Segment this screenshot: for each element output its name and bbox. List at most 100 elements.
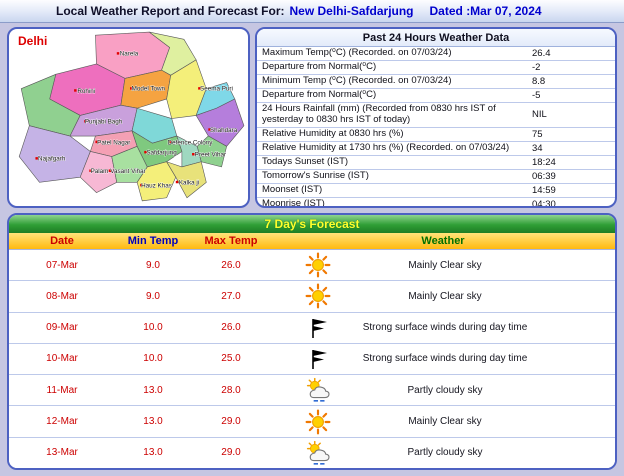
report-date: Dated :Mar 07, 2024	[429, 4, 542, 18]
weather-data-value: 14:59	[532, 184, 556, 196]
forecast-max-temp: 25.0	[221, 353, 241, 365]
weather-data-value: 8.8	[532, 76, 546, 87]
place-marker-icon	[175, 180, 179, 184]
forecast-min-temp: 10.0	[143, 322, 163, 334]
forecast-row: 11-Mar 13.0 28.0	[9, 375, 615, 407]
weather-data-row: 24 Hours Rainfall (mm) (Recorded from 08…	[257, 103, 615, 128]
forecast-weather-cell: Mainly Clear sky	[271, 283, 615, 309]
weather-data-value: -5	[532, 90, 541, 101]
forecast-weather-text: Strong surface winds during day time	[362, 322, 528, 334]
forecast-date: 12-Mar	[46, 416, 78, 428]
weather-data-label: Minimum Temp (⁰C) (Recorded. on 07/03/24…	[262, 75, 452, 87]
district-label: Patel Nagar	[97, 139, 130, 146]
district-label: Hauz Khas	[141, 182, 172, 189]
weather-icon-slot	[301, 347, 335, 371]
forecast-row: 07-Mar 9.0 26.0	[9, 250, 615, 282]
forecast-date: 08-Mar	[46, 290, 78, 302]
weather-data-label: Departure from Normal(⁰C)	[262, 61, 377, 73]
weather-data-row: Moonset (IST) 14:59	[257, 184, 615, 198]
district-region	[165, 161, 207, 199]
weather-data-row: Maximum Temp(⁰C) (Recorded. on 07/03/24)…	[257, 47, 615, 61]
weather-data-value: 06:39	[532, 170, 556, 182]
past24-rows: Maximum Temp(⁰C) (Recorded. on 07/03/24)…	[257, 47, 615, 208]
forecast-row: 10-Mar 10.0 25.0	[9, 343, 615, 376]
district-label: Shahdara	[210, 127, 238, 134]
forecast-weather-cell: Partly cloudy sky	[271, 377, 615, 403]
place-marker-icon	[198, 87, 201, 90]
district-label: Kalka ji	[179, 179, 199, 186]
weather-data-label: Moonset (IST)	[262, 183, 323, 195]
place-marker-icon	[169, 140, 173, 144]
map-region-title: Delhi	[18, 34, 48, 48]
weather-data-value: 04:30	[532, 198, 556, 208]
weather-icon-slot	[301, 440, 335, 466]
forecast-date: 13-Mar	[46, 447, 78, 459]
weather-data-label: Relative Humidity at 0830 hrs (%)	[262, 127, 404, 139]
forecast-min-temp: 10.0	[143, 353, 163, 365]
forecast-max-temp: 29.0	[221, 447, 241, 459]
weather-data-label: Relative Humidity at 1730 hrs (%) (Recor…	[262, 141, 510, 153]
weather-icon-slot	[301, 283, 335, 309]
place-marker-icon	[89, 169, 92, 172]
place-marker-icon	[84, 120, 87, 123]
place-marker-icon	[130, 87, 133, 90]
district-label: Rohini	[77, 88, 95, 95]
place-marker-icon	[95, 140, 98, 144]
forecast-min-temp: 13.0	[143, 416, 163, 428]
past24-panel: Past 24 Hours Weather Data Maximum Temp(…	[255, 27, 617, 208]
weather-icon-slot	[301, 252, 335, 278]
weather-data-value: 34	[532, 142, 543, 154]
station-name: New Delhi-Safdarjung	[289, 4, 414, 18]
weather-data-row: Minimum Temp (⁰C) (Recorded. on 07/03/24…	[257, 75, 615, 89]
place-marker-icon	[108, 169, 112, 172]
forecast-weather-text: Partly cloudy sky	[407, 447, 483, 459]
forecast-weather-cell: Strong surface winds during day time	[271, 347, 615, 371]
forecast-date: 07-Mar	[46, 259, 78, 271]
delhi-districts-map: Narela Rohini Model Town Seema Puri Shah…	[18, 31, 245, 202]
weather-data-label: Departure from Normal(⁰C)	[262, 89, 377, 101]
delhi-map-panel: Delhi	[7, 27, 250, 208]
forecast-header-row: Date Min Temp Max Temp Weather	[9, 233, 615, 250]
forecast-max-temp: 28.0	[221, 384, 241, 396]
weather-data-row: Departure from Normal(⁰C) -2	[257, 61, 615, 75]
forecast-weather-cell: Strong surface winds during day time	[271, 316, 615, 340]
forecast-panel: 7 Day's Forecast Date Min Temp Max Temp …	[7, 213, 617, 470]
weather-data-label: 24 Hours Rainfall (mm) (Recorded from 08…	[262, 103, 496, 125]
sunny-icon	[305, 283, 331, 309]
forecast-rows: 07-Mar 9.0 26.0	[9, 250, 615, 468]
column-header-max-temp: Max Temp	[204, 235, 258, 247]
forecast-min-temp: 9.0	[146, 259, 160, 271]
place-marker-icon	[116, 52, 120, 55]
district-label: Vasant Vihar	[110, 168, 145, 175]
forecast-weather-cell: Mainly Clear sky	[271, 252, 615, 278]
district-label: Model Town	[132, 86, 166, 93]
weather-data-row: Relative Humidity at 0830 hrs (%) 75	[257, 128, 615, 142]
forecast-date: 11-Mar	[46, 384, 78, 396]
weather-data-row: Relative Humidity at 1730 hrs (%) (Recor…	[257, 142, 615, 156]
weather-data-label: Tomorrow's Sunrise (IST)	[262, 169, 369, 181]
weather-icon-slot	[301, 377, 335, 403]
forecast-weather-text: Mainly Clear sky	[408, 290, 482, 302]
column-header-min-temp: Min Temp	[127, 235, 179, 247]
district-region	[196, 135, 227, 168]
forecast-max-temp: 29.0	[221, 416, 241, 428]
forecast-row: 09-Mar 10.0 26.0	[9, 312, 615, 344]
forecast-date: 10-Mar	[46, 353, 78, 365]
forecast-weather-text: Mainly Clear sky	[408, 416, 482, 428]
place-marker-icon	[140, 183, 143, 187]
forecast-row: 12-Mar 13.0 29.0	[9, 406, 615, 438]
weather-data-label: Todays Sunset (IST)	[262, 155, 349, 167]
forecast-max-temp: 26.0	[221, 259, 241, 271]
place-marker-icon	[35, 157, 38, 160]
district-label: Safdarjung	[146, 150, 177, 157]
weather-data-row: Departure from Normal(⁰C) -5	[257, 89, 615, 103]
weather-data-value: 26.4	[532, 48, 551, 59]
partly-cloudy-icon	[305, 440, 331, 466]
weather-data-label: Maximum Temp(⁰C) (Recorded. on 07/03/24)	[262, 47, 452, 59]
forecast-weather-text: Partly cloudy sky	[407, 384, 483, 396]
place-marker-icon	[192, 153, 195, 156]
sunny-icon	[305, 409, 331, 435]
main-content: Delhi	[7, 27, 617, 208]
weather-data-value: NIL	[532, 109, 547, 121]
district-label: Preet Vihar	[195, 152, 226, 159]
